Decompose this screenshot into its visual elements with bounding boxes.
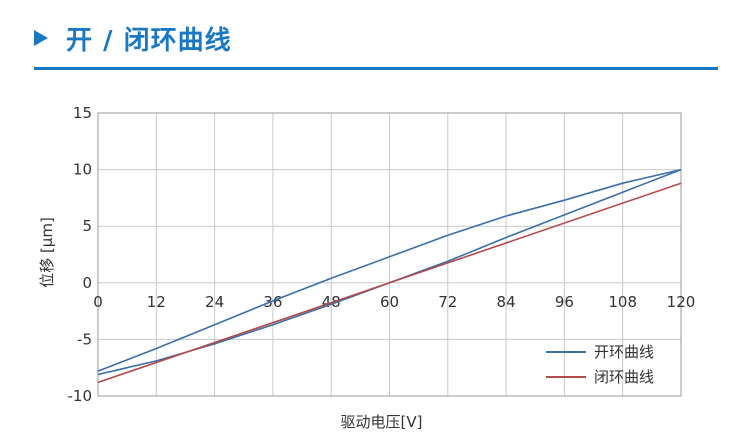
y-tick-label: 5 [82, 217, 92, 235]
y-tick-label: 15 [73, 104, 92, 122]
plot-frame [97, 112, 682, 397]
section-header: 开 / 闭环曲线 [34, 18, 232, 58]
y-tick-label: 10 [73, 161, 92, 179]
x-tick-label: 24 [205, 293, 224, 311]
section-title: 开 / 闭环曲线 [66, 25, 232, 56]
x-axis-label: 驱动电压[V] [341, 413, 423, 431]
y-tick-label: -10 [68, 387, 93, 405]
x-tick-label: 12 [147, 293, 166, 311]
series-line-2 [97, 182, 682, 384]
y-axis-label: 位移 [μm] [38, 217, 56, 288]
x-tick-label: 84 [497, 293, 516, 311]
play-triangle-icon [34, 30, 48, 46]
y-tick-label: -5 [77, 330, 92, 348]
x-tick-label: 72 [438, 293, 457, 311]
legend-label: 开环曲线 [594, 343, 654, 361]
x-tick-label: 36 [263, 293, 282, 311]
header-divider [34, 67, 718, 70]
x-tick-label: 0 [93, 293, 103, 311]
series-line-1 [97, 168, 682, 372]
x-tick-label: 108 [608, 293, 637, 311]
legend-label: 闭环曲线 [594, 368, 654, 386]
x-tick-label: 120 [667, 293, 696, 311]
y-tick-label: 0 [82, 274, 92, 292]
x-tick-label: 60 [380, 293, 399, 311]
x-tick-label: 96 [555, 293, 574, 311]
